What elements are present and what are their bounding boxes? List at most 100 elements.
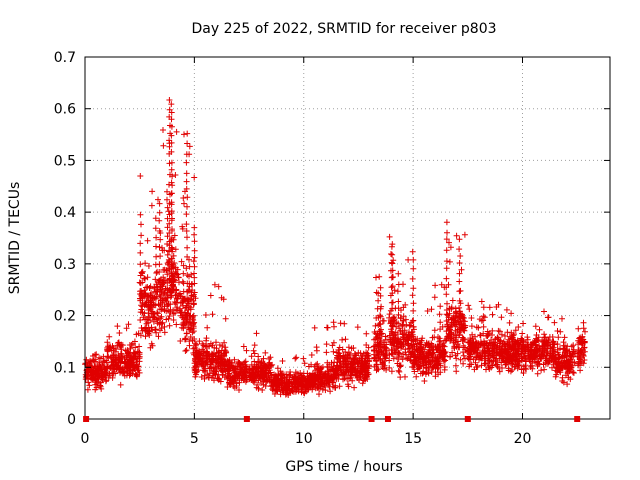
- data-point: [300, 355, 307, 362]
- data-point: [138, 232, 145, 239]
- data-point: [166, 230, 173, 236]
- data-point: [269, 378, 276, 385]
- data-point: [104, 353, 111, 360]
- data-point: [94, 381, 100, 387]
- data-point: [411, 343, 418, 350]
- data-point: [349, 377, 356, 384]
- data-point: [552, 358, 559, 365]
- data-point: [395, 320, 402, 327]
- data-point: [377, 338, 384, 344]
- data-point: [152, 215, 159, 222]
- data-point: [443, 318, 450, 324]
- data-point: [222, 344, 229, 351]
- data-point: [480, 313, 487, 320]
- data-point: [493, 361, 500, 368]
- data-point: [402, 316, 409, 323]
- data-point: [478, 298, 485, 305]
- data-point: [359, 365, 365, 372]
- data-point: [327, 388, 334, 395]
- data-point: [202, 312, 209, 318]
- data-point: [145, 263, 152, 269]
- data-point: [86, 382, 93, 389]
- data-point: [365, 371, 372, 378]
- data-point: [198, 358, 205, 365]
- data-point: [145, 319, 152, 326]
- data-point: [125, 321, 132, 328]
- data-point: [398, 345, 404, 351]
- data-point: [443, 236, 450, 243]
- data-point: [363, 349, 370, 356]
- data-point: [166, 278, 173, 284]
- data-point: [222, 315, 229, 322]
- data-point: [559, 364, 566, 371]
- data-point: [342, 336, 349, 343]
- data-point: [316, 365, 323, 372]
- data-point: [351, 384, 358, 391]
- data-point: [215, 371, 222, 378]
- data-point: [183, 347, 190, 354]
- data-point: [241, 369, 247, 376]
- data-point: [139, 268, 146, 275]
- data-point: [372, 322, 379, 329]
- data-point: [192, 295, 199, 302]
- data-point: [182, 312, 189, 319]
- outage-marker: [464, 416, 471, 422]
- data-point: [389, 274, 396, 280]
- data-point: [298, 373, 305, 380]
- data-point: [260, 355, 267, 362]
- data-point: [156, 269, 163, 275]
- data-point: [181, 316, 188, 323]
- data-point: [183, 211, 190, 218]
- data-point: [91, 363, 98, 370]
- data-point: [334, 372, 341, 379]
- data-point: [322, 370, 329, 377]
- data-point: [84, 386, 91, 393]
- data-point: [142, 316, 149, 323]
- data-point: [180, 195, 187, 201]
- data-point: [450, 319, 457, 326]
- data-point: [184, 253, 191, 260]
- data-point: [509, 367, 516, 373]
- data-point: [386, 233, 393, 240]
- data-point: [183, 221, 190, 228]
- data-point: [535, 361, 542, 368]
- data-point: [301, 376, 308, 383]
- data-point: [161, 323, 168, 330]
- data-point: [311, 324, 318, 331]
- data-point: [114, 323, 121, 330]
- data-point: [443, 311, 450, 318]
- data-point: [130, 349, 137, 356]
- data-point: [191, 367, 198, 374]
- data-point: [466, 363, 473, 370]
- data-point: [183, 302, 190, 309]
- data-point: [168, 179, 175, 186]
- data-point: [519, 341, 526, 348]
- data-point: [376, 320, 383, 327]
- data-point: [386, 357, 393, 364]
- data-point: [562, 342, 568, 349]
- data-point: [443, 291, 450, 298]
- data-point: [363, 364, 370, 371]
- data-point: [397, 374, 404, 381]
- data-point: [191, 247, 198, 254]
- data-point: [169, 215, 175, 222]
- data-point: [387, 334, 394, 341]
- y-tick-label: 0.1: [54, 360, 76, 376]
- data-point: [395, 298, 402, 305]
- data-points: [82, 97, 588, 398]
- data-point: [474, 351, 481, 357]
- data-point: [156, 200, 163, 207]
- y-axis-ticks: 0 0.1 0.2 0.3 0.4 0.5 0.6 0.7: [54, 50, 610, 428]
- data-point: [98, 379, 104, 386]
- data-point: [170, 310, 177, 317]
- data-point: [468, 315, 475, 321]
- data-point: [576, 356, 583, 363]
- data-point: [486, 304, 493, 311]
- data-point: [410, 256, 417, 263]
- data-point: [328, 367, 334, 373]
- data-point: [554, 328, 561, 334]
- data-point: [376, 348, 383, 355]
- data-point: [396, 325, 403, 332]
- data-point: [180, 270, 187, 277]
- data-point: [422, 355, 429, 362]
